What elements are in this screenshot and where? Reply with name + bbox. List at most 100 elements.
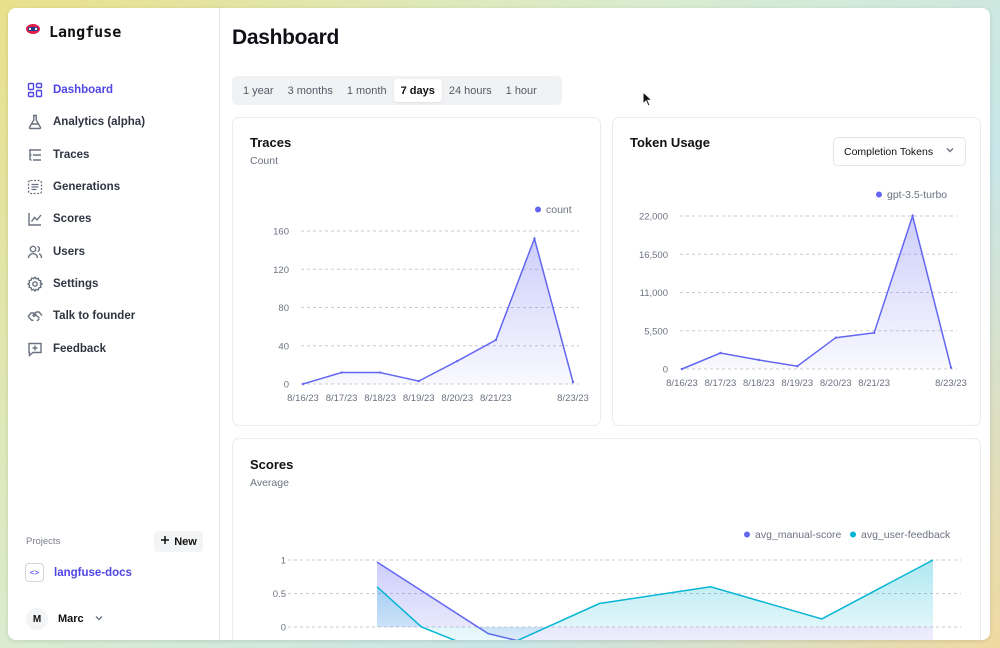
scores-card: Scores Average 0 0.5 1 avg_manual-score avg_… bbox=[232, 438, 981, 640]
new-project-button[interactable]: New bbox=[154, 531, 203, 552]
x-tick-label: 8/16/23 bbox=[666, 378, 698, 389]
series-line bbox=[376, 561, 518, 640]
user-menu[interactable]: M Marc bbox=[26, 608, 104, 630]
time-range-tabs: 1 year 3 months 1 month 7 days 24 hours … bbox=[232, 76, 562, 105]
page-title: Dashboard bbox=[232, 26, 339, 49]
tab-1-hour[interactable]: 1 hour bbox=[505, 84, 537, 97]
sidebar-item-traces[interactable]: Traces bbox=[8, 139, 220, 171]
line-chart-icon bbox=[26, 211, 43, 228]
sidebar-item-label: Generations bbox=[53, 181, 121, 194]
scores-card-subtitle: Average bbox=[250, 477, 289, 489]
token-type-select[interactable]: Completion Tokens bbox=[833, 137, 966, 166]
chevron-down-icon bbox=[945, 145, 955, 158]
series-line bbox=[302, 236, 574, 385]
data-point bbox=[533, 237, 536, 240]
sidebar-item-users[interactable]: Users bbox=[8, 235, 220, 267]
series-area bbox=[682, 216, 951, 369]
x-tick-label: 8/21/23 bbox=[480, 393, 512, 404]
brand[interactable]: Langfuse bbox=[25, 22, 121, 41]
avatar: M bbox=[26, 608, 48, 630]
message-plus-icon bbox=[26, 340, 43, 357]
data-point bbox=[757, 358, 761, 362]
series-area bbox=[303, 238, 573, 384]
series-area bbox=[377, 560, 933, 640]
text-box-icon bbox=[26, 179, 43, 196]
traces-card: Traces Count 0 40 80 120 160 8/16/23 8/17/23 8/… bbox=[232, 117, 601, 426]
x-tick-label: 8/21/23 bbox=[858, 378, 890, 389]
y-tick-label: 120 bbox=[273, 265, 289, 276]
sidebar: Langfuse Dashboard Analytics (alpha) Tra… bbox=[8, 8, 220, 640]
sidebar-item-scores[interactable]: Scores bbox=[8, 203, 220, 235]
data-point bbox=[949, 366, 953, 369]
langfuse-logo-icon bbox=[25, 22, 41, 41]
app-window: Langfuse Dashboard Analytics (alpha) Tra… bbox=[8, 8, 990, 640]
legend-marker bbox=[535, 206, 541, 213]
gear-icon bbox=[26, 275, 43, 292]
x-tick-label: 8/23/23 bbox=[557, 393, 589, 404]
mouse-cursor-icon bbox=[642, 90, 654, 112]
grid-icon bbox=[26, 82, 43, 99]
scores-chart: 0 0.5 1 avg_manual-score avg_user-feedback bbox=[273, 529, 961, 640]
sidebar-item-label: Feedback bbox=[53, 342, 107, 355]
sidebar-item-talk-to-founder[interactable]: Talk to founder bbox=[8, 300, 220, 332]
token-usage-card: Token Usage Completion Tokens 0 5,500 11,0… bbox=[612, 117, 981, 426]
series-line bbox=[376, 559, 934, 640]
y-tick-label: 5,500 bbox=[644, 326, 668, 337]
x-tick-label: 8/17/23 bbox=[326, 393, 358, 404]
sidebar-item-analytics[interactable]: Analytics (alpha) bbox=[8, 106, 220, 138]
list-tree-icon bbox=[26, 146, 43, 163]
project-item-langfuse-docs[interactable]: <> langfuse-docs bbox=[25, 563, 132, 582]
y-tick-label: 80 bbox=[278, 303, 289, 314]
data-point bbox=[340, 371, 343, 374]
sidebar-item-label: Settings bbox=[53, 277, 99, 290]
main-content: Dashboard 1 year 3 months 1 month 7 days… bbox=[221, 8, 990, 640]
data-point bbox=[680, 367, 684, 371]
legend-marker bbox=[850, 531, 856, 538]
chevron-down-icon bbox=[94, 610, 104, 628]
legend-marker bbox=[876, 191, 882, 198]
series-line bbox=[681, 213, 952, 370]
sidebar-item-label: Users bbox=[53, 245, 85, 258]
y-tick-label: 0 bbox=[663, 365, 668, 376]
legend-label: gpt-3.5-turbo bbox=[887, 189, 947, 201]
token-type-select-value: Completion Tokens bbox=[844, 145, 934, 158]
x-tick-label: 8/19/23 bbox=[403, 393, 435, 404]
projects-label: Projects bbox=[26, 536, 61, 547]
y-tick-label: 0 bbox=[281, 622, 286, 633]
y-tick-label: 160 bbox=[273, 227, 289, 238]
data-point bbox=[301, 382, 305, 386]
user-name: Marc bbox=[58, 613, 84, 625]
traces-chart: 0 40 80 120 160 8/16/23 8/17/23 8/18/23 8/19/23 8… bbox=[273, 204, 589, 404]
legend-marker bbox=[744, 531, 750, 538]
data-point bbox=[378, 371, 382, 374]
data-point bbox=[834, 336, 837, 339]
y-tick-label: 0.5 bbox=[273, 589, 286, 600]
sidebar-item-settings[interactable]: Settings bbox=[8, 268, 220, 300]
tab-1-month[interactable]: 1 month bbox=[346, 84, 387, 97]
plus-icon bbox=[160, 535, 170, 548]
handshake-icon bbox=[26, 308, 43, 325]
sidebar-item-label: Dashboard bbox=[53, 84, 114, 97]
data-point bbox=[456, 359, 459, 363]
data-point bbox=[494, 338, 498, 342]
x-tick-label: 8/19/23 bbox=[781, 378, 813, 389]
x-tick-label: 8/23/23 bbox=[935, 378, 967, 389]
tab-24-hours[interactable]: 24 hours bbox=[448, 84, 492, 97]
data-point bbox=[872, 331, 876, 335]
tab-3-months[interactable]: 3 months bbox=[287, 84, 333, 97]
tab-1-year[interactable]: 1 year bbox=[243, 84, 274, 97]
legend-label: avg_user-feedback bbox=[861, 529, 951, 541]
x-tick-label: 8/18/23 bbox=[743, 378, 775, 389]
data-point bbox=[417, 379, 420, 383]
brand-name: Langfuse bbox=[49, 22, 122, 41]
sidebar-item-feedback[interactable]: Feedback bbox=[8, 332, 220, 364]
x-tick-label: 8/18/23 bbox=[364, 393, 396, 404]
tab-7-days[interactable]: 7 days bbox=[393, 79, 442, 102]
traces-card-title: Traces bbox=[250, 135, 292, 150]
x-tick-label: 8/20/23 bbox=[441, 393, 473, 404]
new-project-label: New bbox=[174, 535, 197, 548]
y-tick-label: 1 bbox=[281, 556, 286, 567]
sidebar-item-dashboard[interactable]: Dashboard bbox=[8, 74, 220, 106]
sidebar-item-generations[interactable]: Generations bbox=[8, 171, 220, 203]
scores-card-title: Scores bbox=[250, 457, 294, 472]
